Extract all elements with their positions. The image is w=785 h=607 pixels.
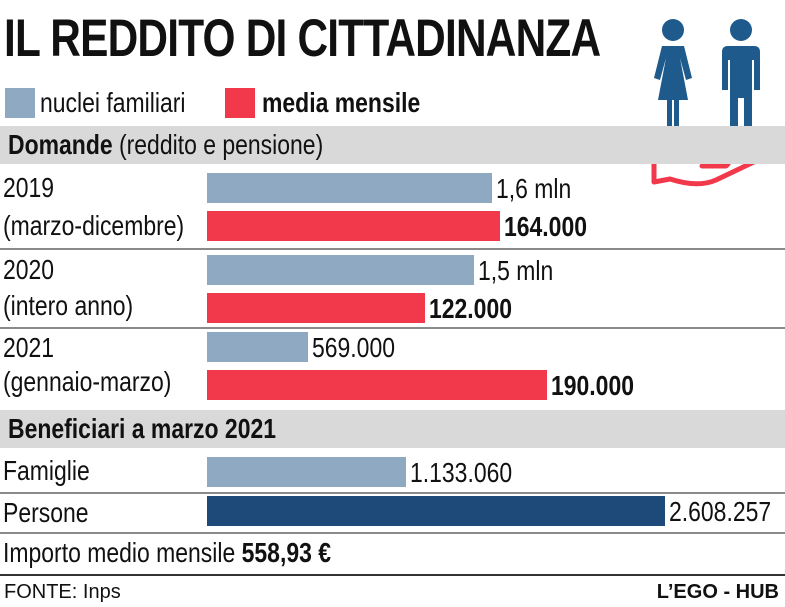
bar-persone bbox=[207, 496, 665, 526]
group-year-2019: 2019 bbox=[3, 172, 55, 203]
legend-label-media: media mensile bbox=[262, 87, 421, 118]
importo-label: Importo medio mensile bbox=[3, 537, 236, 568]
value-media-2021: 190.000 bbox=[551, 370, 634, 401]
credit-label: L’EGO - HUB bbox=[656, 581, 779, 603]
divider bbox=[0, 574, 785, 576]
bar-media-2019 bbox=[207, 211, 501, 241]
legend-swatch-nuclei bbox=[5, 88, 35, 118]
value-famiglie: 1.133.060 bbox=[409, 457, 513, 488]
bar-media-2021 bbox=[207, 370, 547, 400]
group-period-2021: (gennaio-marzo) bbox=[3, 366, 172, 397]
people-illustration bbox=[651, 19, 765, 187]
value-nuclei-2019: 1,6 mln bbox=[496, 173, 572, 204]
label-persone: Persone bbox=[3, 497, 89, 528]
page-title: IL REDDITO DI CITTADINANZA bbox=[4, 9, 601, 68]
group-period-2020: (intero anno) bbox=[3, 290, 134, 321]
value-media-2020: 122.000 bbox=[429, 293, 513, 324]
divider bbox=[0, 532, 785, 534]
section-band-beneficiari bbox=[0, 410, 785, 448]
group-period-2019: (marzo-dicembre) bbox=[3, 210, 185, 241]
legend-label-nuclei: nuclei familiari bbox=[40, 87, 186, 118]
group-year-2021: 2021 bbox=[3, 332, 55, 363]
legend-swatch-media bbox=[225, 88, 255, 118]
value-media-2019: 164.000 bbox=[504, 211, 588, 242]
importo-value: 558,93 € bbox=[241, 537, 332, 568]
bar-nuclei-2021 bbox=[207, 332, 309, 362]
value-nuclei-2021: 569.000 bbox=[312, 332, 396, 363]
section-title-beneficiari: Beneficiari a marzo 2021 bbox=[8, 413, 277, 444]
section-title-domande-bold: Domande bbox=[8, 129, 113, 160]
divider bbox=[0, 327, 785, 329]
value-nuclei-2020: 1,5 mln bbox=[478, 255, 554, 286]
section-title-domande-rest: (reddito e pensione) bbox=[118, 129, 324, 160]
woman-icon bbox=[654, 19, 692, 142]
group-year-2020: 2020 bbox=[3, 254, 55, 285]
section-title-domande: Domande (reddito e pensione) bbox=[8, 126, 323, 164]
section-band-domande bbox=[0, 126, 785, 164]
bar-nuclei-2019 bbox=[207, 173, 492, 203]
importo-row: Importo medio mensile 558,93 € bbox=[3, 537, 331, 569]
source-note: FONTE: Inps bbox=[4, 581, 121, 603]
bar-media-2020 bbox=[207, 293, 426, 323]
value-persone: 2.608.257 bbox=[669, 496, 772, 527]
man-icon bbox=[722, 19, 760, 142]
divider bbox=[0, 248, 785, 250]
bar-famiglie bbox=[207, 457, 406, 487]
bar-nuclei-2020 bbox=[207, 255, 475, 285]
label-famiglie: Famiglie bbox=[3, 455, 90, 486]
divider bbox=[0, 492, 785, 494]
